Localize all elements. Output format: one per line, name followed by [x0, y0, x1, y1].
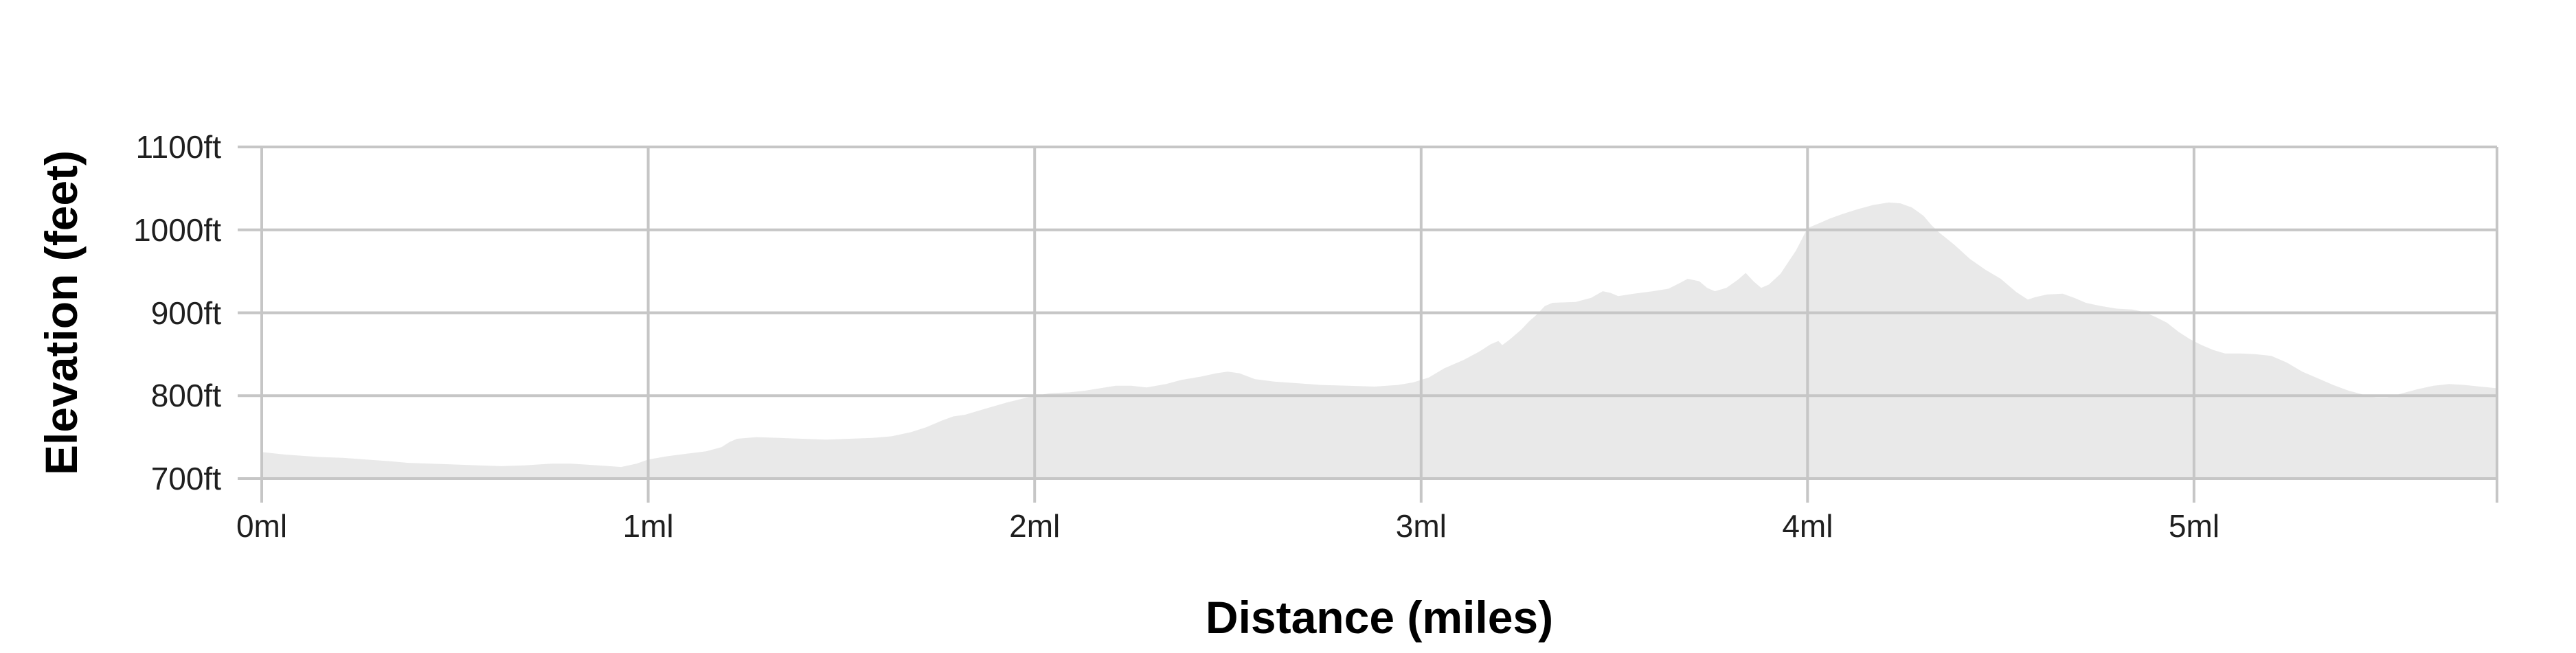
x-tick-label-5ml: 5ml: [2169, 508, 2219, 544]
y-tick-label-1000ft: 1000ft: [133, 212, 221, 248]
y-tick-label-1100ft: 1100ft: [136, 129, 222, 165]
y-tick-label-800ft: 800ft: [151, 378, 222, 413]
x-tick-label-1ml: 1ml: [623, 508, 674, 544]
x-tick-label-2ml: 2ml: [1009, 508, 1060, 544]
x-tick-label-3ml: 3ml: [1396, 508, 1447, 544]
y-axis-title: Elevation (feet): [36, 150, 87, 475]
x-axis-title: Distance (miles): [1206, 592, 1553, 643]
x-tick-label-4ml: 4ml: [1782, 508, 1833, 544]
y-tick-label-900ft: 900ft: [151, 295, 222, 331]
x-tick-label-0ml: 0ml: [236, 508, 287, 544]
gridlines: [238, 146, 2498, 503]
elevation-area-path: [262, 202, 2497, 479]
elevation-area-fill: [262, 202, 2497, 479]
y-tick-label-700ft: 700ft: [151, 461, 222, 496]
